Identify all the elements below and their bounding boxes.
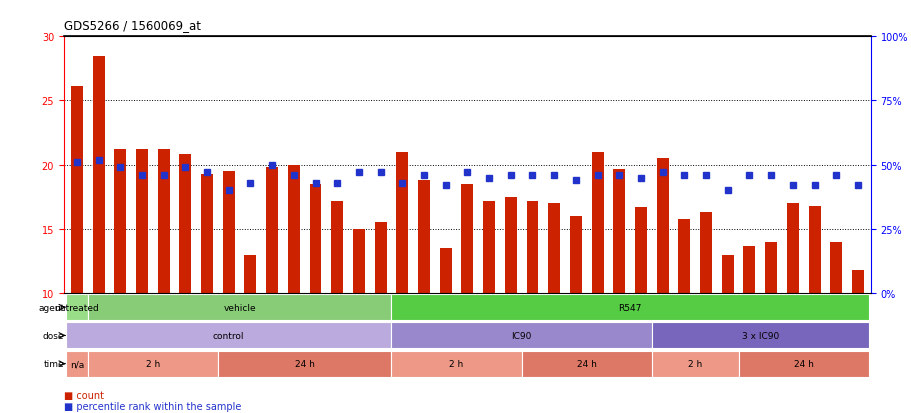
Text: dose: dose (43, 331, 64, 340)
Bar (521, 351, 651, 377)
Bar (158, 150, 169, 293)
Text: 24 h: 24 h (793, 359, 813, 368)
Bar (353, 229, 364, 293)
Text: 24 h: 24 h (294, 359, 314, 368)
Text: ■ count: ■ count (64, 390, 104, 400)
Bar (66, 294, 87, 320)
Text: R547: R547 (618, 303, 641, 312)
Bar (374, 223, 386, 293)
Bar (396, 152, 408, 293)
Bar (244, 255, 256, 293)
Bar (808, 206, 820, 293)
Bar (222, 172, 234, 293)
Text: IC90: IC90 (511, 331, 531, 340)
Text: GDS5266 / 1560069_at: GDS5266 / 1560069_at (64, 19, 200, 31)
Bar (829, 242, 841, 293)
Bar (548, 204, 559, 293)
Bar (721, 255, 733, 293)
Bar (391, 323, 651, 349)
Bar (651, 323, 868, 349)
Bar (136, 150, 148, 293)
Bar (71, 87, 83, 293)
Text: time: time (44, 359, 64, 368)
Bar (218, 351, 391, 377)
Bar (851, 270, 863, 293)
Bar (309, 185, 322, 293)
Bar (505, 197, 517, 293)
Bar (786, 204, 798, 293)
Bar (439, 249, 451, 293)
Bar (738, 351, 868, 377)
Text: ■ percentile rank within the sample: ■ percentile rank within the sample (64, 401, 241, 411)
Bar (612, 169, 625, 293)
Bar (200, 174, 213, 293)
Bar (331, 201, 343, 293)
Text: 24 h: 24 h (576, 359, 596, 368)
Bar (569, 216, 581, 293)
Bar (742, 246, 754, 293)
Bar (651, 351, 738, 377)
Bar (391, 351, 521, 377)
Text: agent: agent (38, 303, 64, 312)
Bar (656, 159, 668, 293)
Text: 2 h: 2 h (449, 359, 463, 368)
Text: 3 x IC90: 3 x IC90 (741, 331, 778, 340)
Bar (266, 168, 278, 293)
Bar (678, 219, 690, 293)
Text: n/a: n/a (69, 359, 84, 368)
Bar (591, 152, 603, 293)
Bar (461, 185, 473, 293)
Text: 2 h: 2 h (687, 359, 701, 368)
Bar (114, 150, 126, 293)
Text: untreated: untreated (55, 303, 99, 312)
Bar (66, 323, 391, 349)
Bar (87, 351, 218, 377)
Bar (634, 207, 646, 293)
Text: control: control (213, 331, 244, 340)
Bar (66, 351, 87, 377)
Bar (526, 201, 537, 293)
Bar (288, 165, 300, 293)
Bar (87, 294, 391, 320)
Bar (700, 213, 711, 293)
Text: vehicle: vehicle (223, 303, 256, 312)
Bar (179, 155, 191, 293)
Bar (417, 180, 429, 293)
Bar (93, 57, 105, 293)
Bar (483, 201, 495, 293)
Bar (391, 294, 868, 320)
Bar (764, 242, 776, 293)
Text: 2 h: 2 h (146, 359, 159, 368)
